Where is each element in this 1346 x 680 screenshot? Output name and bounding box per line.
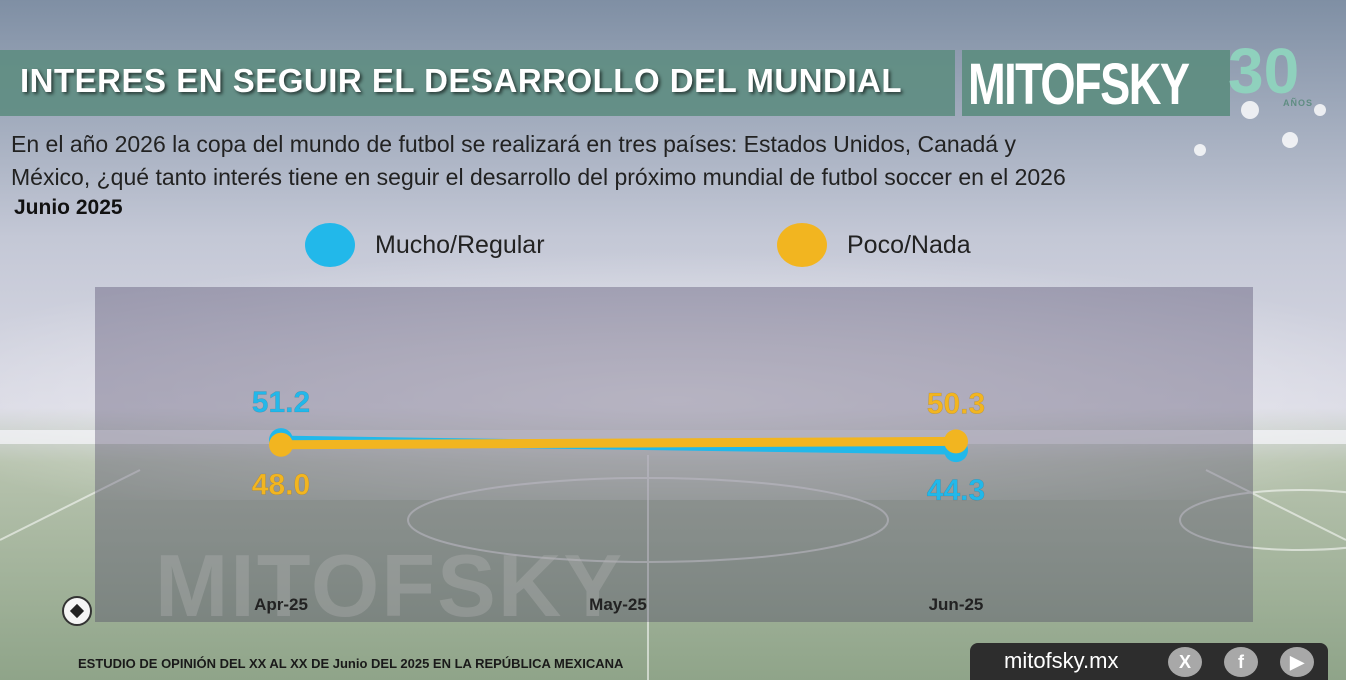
question-line-1: En el año 2026 la copa del mundo de futb… xyxy=(11,131,1016,157)
title-banner xyxy=(0,50,955,116)
anniversary-number: 30 xyxy=(1228,35,1300,107)
data-label-poco-nada-jun-25: 50.3 xyxy=(927,387,985,420)
legend-item-mucho-regular: Mucho/Regular xyxy=(305,222,545,268)
footer-bar xyxy=(970,643,1328,680)
data-point-poco-nada-apr-25 xyxy=(269,432,293,457)
soccer-ball-icon xyxy=(62,596,92,626)
anniversary-label: AÑOS xyxy=(1283,98,1314,108)
question-line-2: México, ¿qué tanto interés tiene en segu… xyxy=(11,164,1066,190)
legend-item-poco-nada: Poco/Nada xyxy=(777,222,971,268)
x-tick-label-jun-25: Jun-25 xyxy=(929,595,984,614)
x-tick-label-may-25: May-25 xyxy=(589,595,647,614)
page-title: INTERES EN SEGUIR EL DESARROLLO DEL MUND… xyxy=(20,62,903,99)
survey-question: En el año 2026 la copa del mundo de futb… xyxy=(11,128,1331,194)
data-label-mucho-regular-apr-25: 51.2 xyxy=(252,386,310,419)
data-point-poco-nada-jun-25 xyxy=(944,429,968,454)
legend-label-mucho-regular: Mucho/Regular xyxy=(375,230,545,259)
x-icon[interactable]: X xyxy=(1168,647,1202,677)
footer-note: ESTUDIO DE OPINIÓN DEL XX AL XX DE Junio… xyxy=(78,656,624,671)
survey-date: Junio 2025 xyxy=(14,196,123,219)
brand-logo-text: MITOFSKY xyxy=(968,52,1190,117)
legend-swatch-mucho-regular xyxy=(305,223,355,267)
data-label-mucho-regular-jun-25: 44.3 xyxy=(927,474,985,507)
legend-label-poco-nada: Poco/Nada xyxy=(847,230,971,259)
series-line-poco-nada xyxy=(276,436,961,450)
data-label-poco-nada-apr-25: 48.0 xyxy=(252,469,310,502)
facebook-icon[interactable]: f xyxy=(1224,647,1258,677)
x-tick-label-apr-25: Apr-25 xyxy=(254,595,308,614)
legend-swatch-poco-nada xyxy=(777,223,827,267)
logo-banner xyxy=(962,50,1230,116)
website-link[interactable]: mitofsky.mx xyxy=(1004,648,1119,673)
watermark: MITOFSKY xyxy=(155,536,625,635)
plot-area xyxy=(95,287,1253,622)
youtube-icon[interactable]: ▶ xyxy=(1280,647,1314,677)
